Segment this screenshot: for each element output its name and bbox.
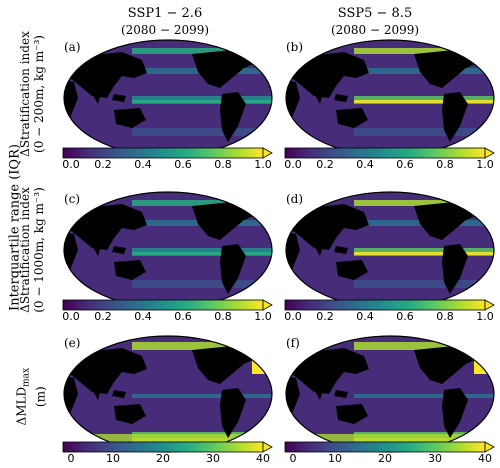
map-panel: (a) bbox=[62, 38, 274, 158]
panel-letter: (c) bbox=[64, 192, 81, 206]
colorbar-tick-label: 20 bbox=[156, 452, 170, 465]
colorbar-tick-label: 10 bbox=[106, 452, 120, 465]
colorbar-tick-label: 0.8 bbox=[214, 310, 232, 323]
row-label-units: (m) bbox=[33, 386, 48, 408]
colorbar-tick-label: 0.8 bbox=[436, 158, 454, 171]
column-title-ssp126: SSP1 − 2.6 (2080 − 2099) bbox=[80, 6, 250, 38]
colorbar-tick-label: 1.0 bbox=[476, 158, 494, 171]
column-title-ssp585: SSP5 − 8.5 (2080 − 2099) bbox=[290, 6, 460, 38]
row-label-title: ΔStratification index bbox=[18, 31, 32, 157]
colorbar-tick-label: 40 bbox=[478, 452, 492, 465]
colorbar-tick-label: 0.2 bbox=[94, 158, 112, 171]
colorbar: 0.0 0.2 0.4 0.6 0.8 1.0 bbox=[62, 296, 274, 323]
colorbar-tick-label: 20 bbox=[378, 452, 392, 465]
colorbar: 0 10 20 30 40 bbox=[62, 438, 274, 465]
colorbar-tick-label: 0.0 bbox=[284, 310, 302, 323]
map-panel: (e) bbox=[62, 334, 274, 454]
colorbar: 0.0 0.2 0.4 0.6 0.8 1.0 bbox=[62, 144, 274, 171]
column-period: (2080 − 2099) bbox=[330, 23, 420, 37]
colorbar-tick-label: 1.0 bbox=[254, 310, 272, 323]
colorbar-tick-label: 0.4 bbox=[356, 310, 374, 323]
colorbar-tick-label: 30 bbox=[428, 452, 442, 465]
row-label-title: ΔMLD bbox=[14, 386, 29, 426]
colorbar: 0.0 0.2 0.4 0.6 0.8 1.0 bbox=[284, 144, 496, 171]
colorbar-tick-label: 0.2 bbox=[316, 158, 334, 171]
colorbar-tick-label: 30 bbox=[206, 452, 220, 465]
colorbar-tick-label: 0.6 bbox=[396, 158, 414, 171]
column-scenario: SSP5 − 8.5 bbox=[337, 6, 413, 21]
colorbar-tick-label: 0.6 bbox=[174, 310, 192, 323]
map-panel: (c) bbox=[62, 190, 274, 310]
colorbar-tick-label: 0.4 bbox=[356, 158, 374, 171]
column-period: (2080 − 2099) bbox=[120, 23, 210, 37]
map-panel: (b) bbox=[284, 38, 496, 158]
map-panel: (f) bbox=[284, 334, 496, 454]
row-label-3: ΔMLDmax (m) bbox=[14, 367, 47, 427]
colorbar-tick-label: 10 bbox=[328, 452, 342, 465]
colorbar-tick-label: 0.2 bbox=[94, 310, 112, 323]
colorbar-tick-label: 0.8 bbox=[214, 158, 232, 171]
row-label-title: ΔStratification index bbox=[18, 187, 32, 313]
column-scenario: SSP1 − 2.6 bbox=[127, 6, 203, 21]
row-label-2: ΔStratification index (0 − 1000m, kg m⁻³… bbox=[18, 185, 46, 315]
colorbar-tick-label: 1.0 bbox=[254, 158, 272, 171]
colorbar-tick-label: 0.4 bbox=[134, 310, 152, 323]
colorbar-tick-label: 40 bbox=[256, 452, 270, 465]
row-label-units: (0 − 200m, kg m⁻³) bbox=[32, 35, 46, 153]
colorbar-tick-label: 0.6 bbox=[174, 158, 192, 171]
colorbar-tick-label: 0.8 bbox=[436, 310, 454, 323]
panel-letter: (d) bbox=[286, 192, 304, 206]
colorbar-tick-label: 0.2 bbox=[316, 310, 334, 323]
panel-letter: (a) bbox=[64, 40, 81, 54]
colorbar: 0 10 20 30 40 bbox=[284, 438, 496, 465]
colorbar-tick-label: 0 bbox=[67, 452, 75, 465]
colorbar: 0.0 0.2 0.4 0.6 0.8 1.0 bbox=[284, 296, 496, 323]
map-panel: (d) bbox=[284, 190, 496, 310]
colorbar-tick-label: 0.6 bbox=[396, 310, 414, 323]
colorbar-tick-label: 0.0 bbox=[284, 158, 302, 171]
panel-letter: (e) bbox=[64, 336, 81, 350]
colorbar-tick-label: 0.4 bbox=[134, 158, 152, 171]
colorbar-tick-label: 0 bbox=[289, 452, 297, 465]
colorbar-tick-label: 0.0 bbox=[62, 158, 80, 171]
panel-letter: (f) bbox=[286, 336, 300, 350]
colorbar-tick-label: 0.0 bbox=[62, 310, 80, 323]
row-label-1: ΔStratification index (0 − 200m, kg m⁻³) bbox=[18, 29, 46, 159]
panel-letter: (b) bbox=[286, 40, 304, 54]
row-label-units: (0 − 1000m, kg m⁻³) bbox=[32, 187, 46, 313]
colorbar-tick-label: 1.0 bbox=[476, 310, 494, 323]
row-label-subscript: max bbox=[21, 367, 32, 387]
